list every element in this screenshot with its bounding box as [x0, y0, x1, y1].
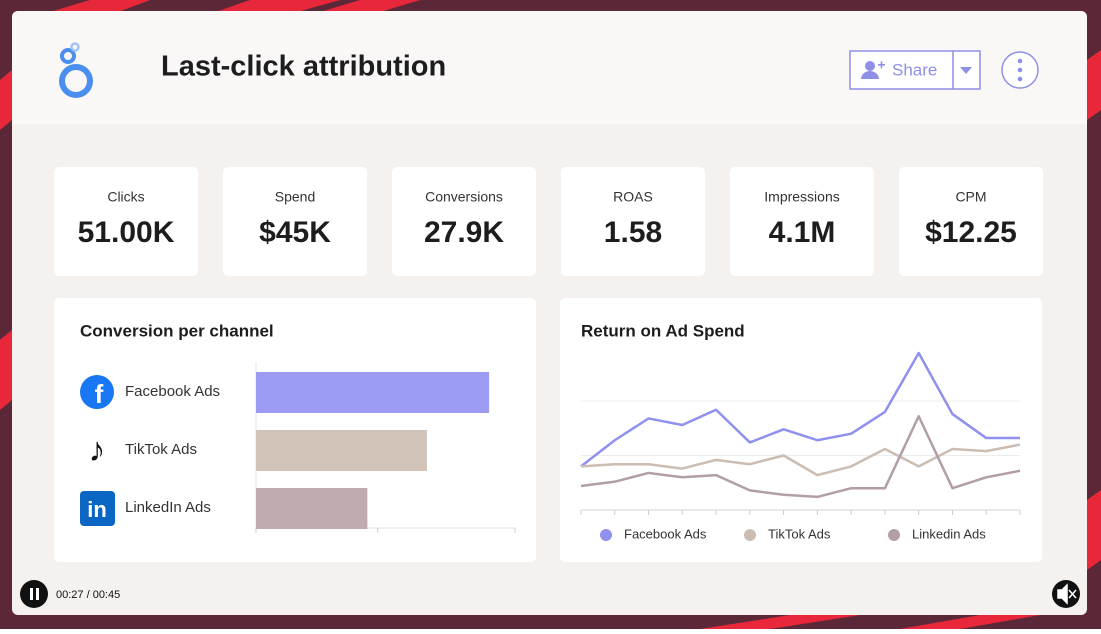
- kpi-label: Spend: [275, 189, 315, 205]
- kpi-value: 1.58: [604, 216, 662, 249]
- header-bar: [12, 11, 1087, 124]
- share-dropdown[interactable]: [960, 67, 972, 74]
- kpi-value: 4.1M: [769, 216, 836, 249]
- kpi-value: 27.9K: [424, 216, 504, 249]
- page-title: Last-click attribution: [161, 51, 446, 83]
- pause-icon: [30, 588, 39, 600]
- kpi-label: Clicks: [107, 189, 144, 205]
- share-label[interactable]: Share: [892, 60, 937, 79]
- kpi-card: [392, 167, 536, 276]
- series-line: [580, 351, 1020, 468]
- kpi-label: Impressions: [764, 189, 839, 205]
- channel-icons: f ♪ in: [80, 375, 115, 526]
- category-label: Facebook Ads: [125, 383, 220, 400]
- kpi-card: [561, 167, 705, 276]
- category-label: LinkedIn Ads: [125, 499, 211, 516]
- kpi-card: [730, 167, 874, 276]
- kpi-value: $45K: [259, 216, 331, 249]
- svg-text:♪: ♪: [89, 431, 106, 469]
- kpi-value: $12.25: [925, 216, 1017, 249]
- bar: [256, 372, 490, 413]
- pause-button[interactable]: [20, 580, 48, 608]
- legend-label: TikTok Ads: [768, 526, 831, 541]
- kpi-card: [54, 167, 198, 276]
- legend-label: Linkedin Ads: [912, 526, 986, 541]
- logo: [59, 42, 93, 98]
- series-line: [580, 415, 1021, 499]
- kpi-card: [223, 167, 367, 276]
- kpi-label: ROAS: [613, 189, 653, 205]
- legend-swatch: [744, 529, 756, 541]
- kpi-card: [899, 167, 1043, 276]
- bar: [256, 488, 368, 529]
- more-icon: [1017, 58, 1023, 82]
- svg-text:f: f: [95, 379, 104, 409]
- legend-swatch: [888, 529, 900, 541]
- chart-title: Conversion per channel: [80, 321, 274, 340]
- legend-label: Facebook Ads: [624, 526, 707, 541]
- legend-swatch: [600, 529, 612, 541]
- series-line: [580, 443, 1021, 477]
- kpi-value: 51.00K: [78, 216, 175, 249]
- mute-icon: [1057, 583, 1077, 605]
- kpi-label: CPM: [955, 189, 986, 205]
- share-icon: [861, 61, 885, 79]
- svg-text:in: in: [87, 497, 107, 522]
- bar: [256, 430, 427, 471]
- category-label: TikTok Ads: [125, 441, 197, 458]
- chart-title: Return on Ad Spend: [581, 321, 745, 340]
- line-card: [560, 298, 1042, 562]
- video-time: 00:27 / 00:45: [56, 589, 120, 601]
- kpi-label: Conversions: [425, 189, 503, 205]
